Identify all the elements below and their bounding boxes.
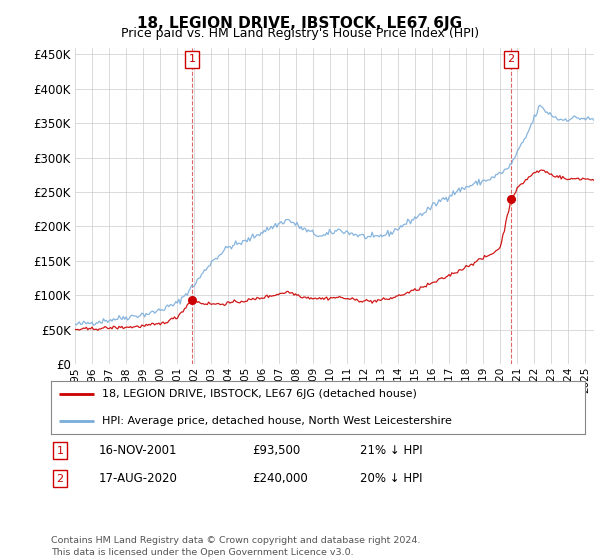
- Text: HPI: Average price, detached house, North West Leicestershire: HPI: Average price, detached house, Nort…: [102, 416, 452, 426]
- Text: 1: 1: [188, 54, 196, 64]
- Text: 17-AUG-2020: 17-AUG-2020: [99, 472, 178, 486]
- Text: 16-NOV-2001: 16-NOV-2001: [99, 444, 178, 458]
- Text: 18, LEGION DRIVE, IBSTOCK, LE67 6JG: 18, LEGION DRIVE, IBSTOCK, LE67 6JG: [137, 16, 463, 31]
- Text: 2: 2: [508, 54, 515, 64]
- Text: £93,500: £93,500: [252, 444, 300, 458]
- Text: 21% ↓ HPI: 21% ↓ HPI: [360, 444, 422, 458]
- Text: 2: 2: [56, 474, 64, 484]
- Text: 1: 1: [56, 446, 64, 456]
- Text: Contains HM Land Registry data © Crown copyright and database right 2024.
This d: Contains HM Land Registry data © Crown c…: [51, 536, 421, 557]
- Text: £240,000: £240,000: [252, 472, 308, 486]
- Text: 20% ↓ HPI: 20% ↓ HPI: [360, 472, 422, 486]
- Text: Price paid vs. HM Land Registry's House Price Index (HPI): Price paid vs. HM Land Registry's House …: [121, 27, 479, 40]
- Text: 18, LEGION DRIVE, IBSTOCK, LE67 6JG (detached house): 18, LEGION DRIVE, IBSTOCK, LE67 6JG (det…: [102, 389, 416, 399]
